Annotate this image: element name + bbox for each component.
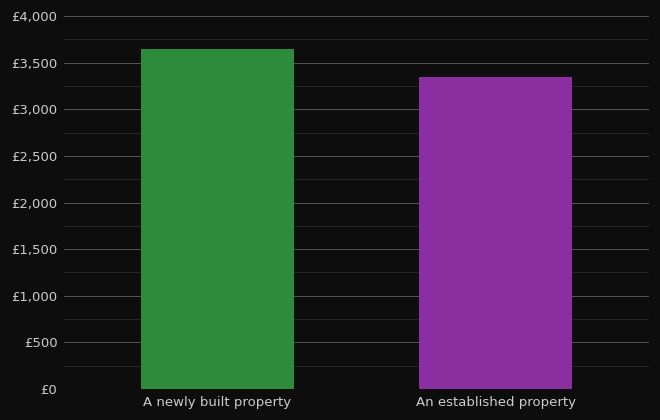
Bar xyxy=(419,77,572,389)
Bar xyxy=(141,49,294,389)
